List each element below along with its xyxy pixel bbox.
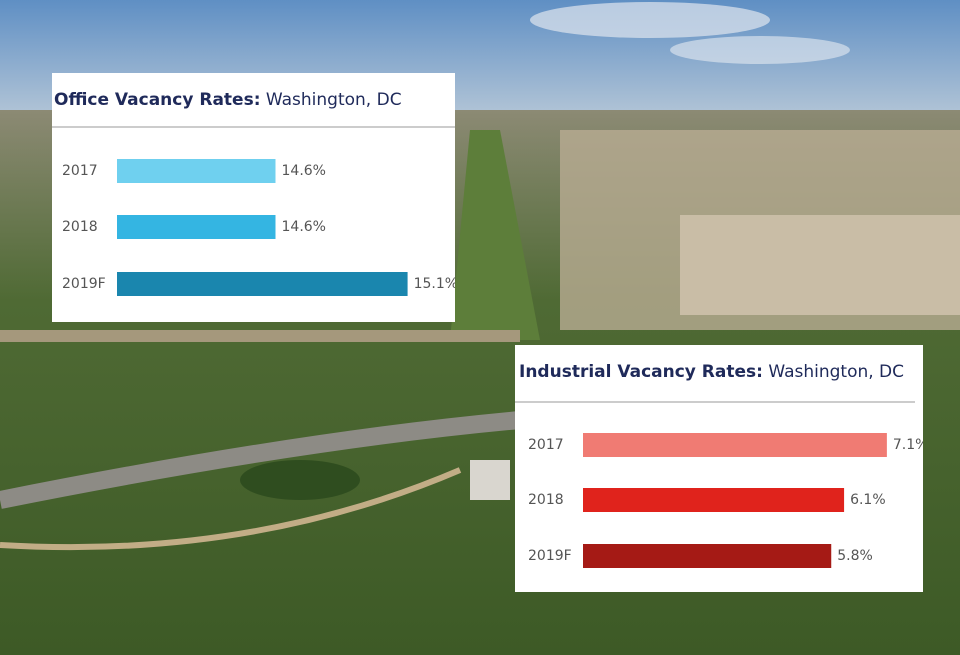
chart-title: Office Vacancy Rates: Washington, DC — [54, 90, 402, 110]
value-label: 14.6% — [282, 163, 326, 179]
value-label: 15.1% — [414, 276, 455, 292]
bar — [583, 488, 845, 512]
value-label: 7.1% — [893, 437, 923, 453]
category-label: 2017 — [528, 437, 564, 453]
chart-panel: Office Vacancy Rates: Washington, DC 201… — [52, 73, 455, 322]
bar — [117, 272, 408, 296]
category-label: 2019F — [528, 548, 572, 564]
category-label: 2018 — [528, 492, 564, 508]
chart-title: Industrial Vacancy Rates: Washington, DC — [519, 362, 904, 382]
subtitle: Washington, DC — [768, 362, 904, 382]
bar — [117, 215, 276, 239]
bar — [583, 544, 832, 568]
bar — [583, 433, 887, 457]
value-label: 6.1% — [850, 492, 886, 508]
title: Office Vacancy Rates: — [54, 90, 261, 110]
bar — [117, 159, 276, 183]
value-label: 14.6% — [282, 219, 326, 235]
value-label: 5.8% — [837, 548, 873, 564]
category-label: 2019F — [62, 276, 106, 292]
category-label: 2018 — [62, 219, 98, 235]
subtitle: Washington, DC — [266, 90, 402, 110]
chart-panel: Industrial Vacancy Rates: Washington, DC… — [515, 345, 923, 592]
title: Industrial Vacancy Rates: — [519, 362, 763, 382]
category-label: 2017 — [62, 163, 98, 179]
